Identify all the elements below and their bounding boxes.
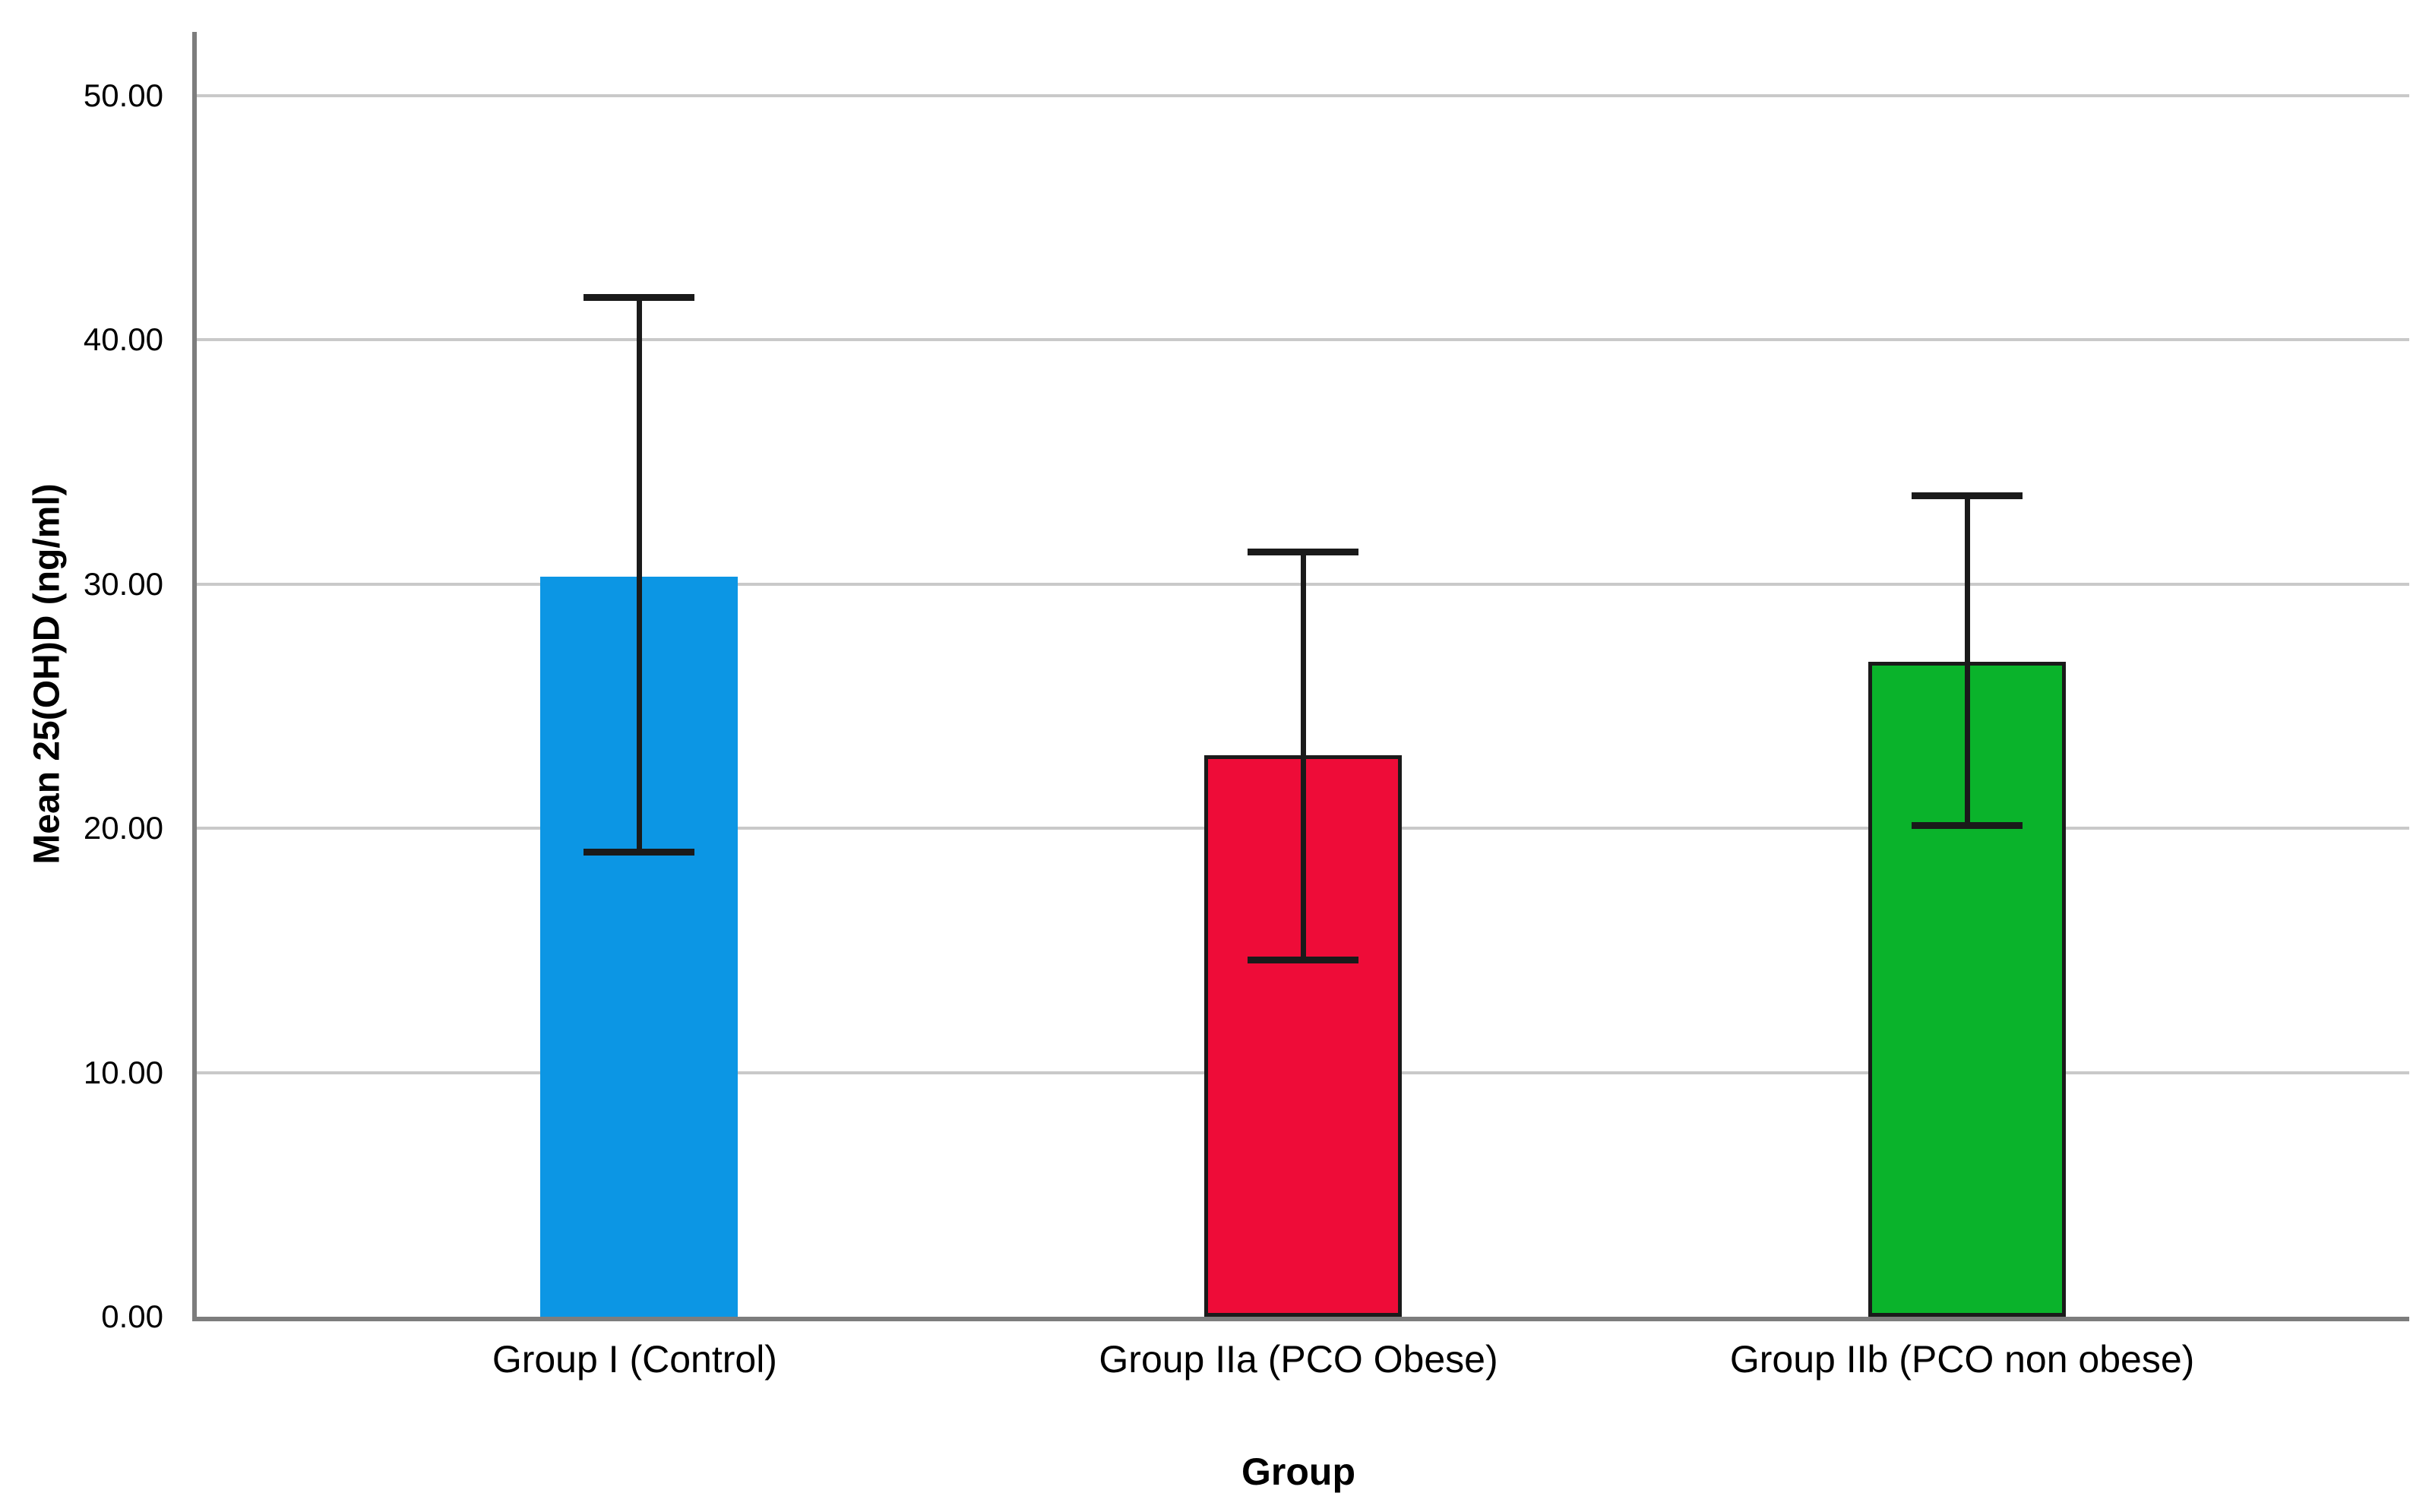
gridline-40.00 — [197, 338, 2409, 342]
error-bar-line — [1301, 552, 1306, 960]
plot-area — [192, 32, 2409, 1321]
error-bar-cap-upper — [1911, 492, 2023, 499]
x-tick-label: Group IIb (PCO non obese) — [1729, 1338, 2195, 1381]
error-bar-line — [1964, 495, 1970, 826]
x-tick-label: Group IIa (PCO Obese) — [1099, 1338, 1498, 1381]
error-bar-line — [637, 298, 643, 853]
x-axis-tick-labels: Group I (Control) Group IIa (PCO Obese) Gr… — [192, 1337, 2405, 1398]
y-tick-label: 50.00 — [83, 77, 163, 113]
y-tick-label: 30.00 — [83, 565, 163, 602]
error-bar-cap-lower — [1911, 821, 2023, 829]
error-bar-cap-lower — [1248, 956, 1358, 963]
error-bar-cap-lower — [584, 849, 695, 856]
y-tick-label: 40.00 — [83, 321, 163, 358]
y-tick-label: 10.00 — [83, 1054, 163, 1090]
error-bar-cap-upper — [584, 294, 695, 302]
error-bar-cap-upper — [1248, 548, 1358, 555]
gridline-50.00 — [197, 93, 2409, 97]
x-axis-title: Group — [1241, 1450, 1355, 1493]
x-tick-label: Group I (Control) — [492, 1338, 777, 1381]
y-axis-tick-labels: 0.00 10.00 20.00 30.00 40.00 50.00 — [0, 32, 177, 1334]
y-tick-label: 0.00 — [101, 1298, 163, 1334]
y-tick-label: 20.00 — [83, 810, 163, 846]
